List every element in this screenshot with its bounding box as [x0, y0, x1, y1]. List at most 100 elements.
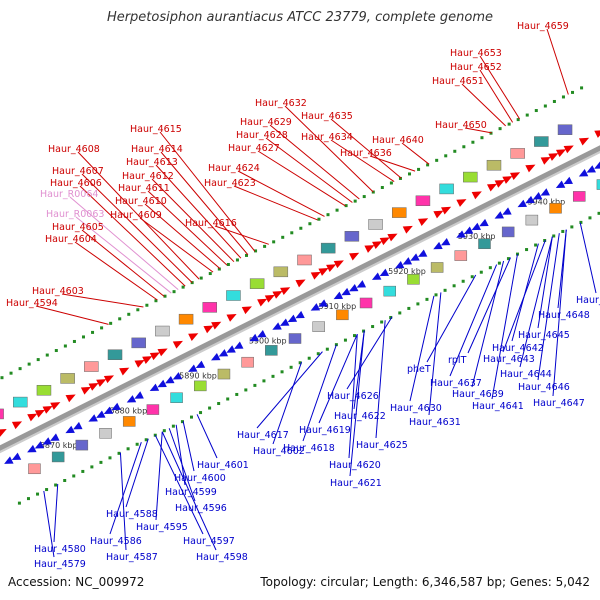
reverse-gene-arrow	[532, 192, 543, 200]
feature-box	[99, 428, 112, 439]
feature-box	[131, 337, 146, 349]
feature-box	[194, 380, 207, 392]
label-leader-line	[53, 483, 59, 543]
genome-summary-text: Topology: circular; Length: 6,346,587 bp…	[260, 575, 590, 589]
reverse-gene-arrow	[440, 238, 451, 246]
feature-box	[249, 278, 265, 289]
gene-label-reverse: Haur_4595	[136, 522, 188, 533]
gene-label-reverse: Haur_4597	[183, 536, 235, 547]
reverse-gene-arrow	[111, 402, 121, 411]
forward-gene-arrow	[42, 405, 53, 414]
forward-gene-arrow	[555, 149, 567, 158]
forward-gene-arrow	[27, 413, 38, 422]
tick-mark	[272, 240, 276, 244]
feature-box	[60, 373, 75, 384]
gene-label-forward: Haur_4611	[118, 183, 170, 194]
feature-box	[407, 274, 420, 285]
reverse-gene-arrow	[410, 253, 420, 261]
gene-label-reverse: Haur_4580	[34, 544, 86, 555]
gene-label-forward: Haur_4605	[52, 222, 104, 233]
reverse-gene-arrow	[586, 165, 596, 173]
label-leader-line	[461, 83, 506, 127]
tick-mark	[362, 329, 366, 333]
label-leader-line	[346, 316, 393, 390]
backbone-shadow	[0, 148, 600, 454]
forward-gene-arrow	[487, 183, 498, 192]
reverse-gene-arrow	[417, 249, 428, 257]
gene-label-reverse: Haur_4587	[106, 552, 158, 563]
tick-mark	[425, 297, 429, 301]
gene-label-reverse: Haur_4642	[492, 343, 544, 354]
forward-gene-arrow	[157, 348, 168, 357]
reverse-gene-arrow	[126, 395, 137, 403]
tick-mark	[217, 402, 221, 406]
label-leader-line	[182, 421, 195, 472]
gene-label-forward: Haur_4650	[435, 120, 487, 131]
feature-box	[28, 463, 41, 475]
gene-label-forward: Haur_4594	[6, 298, 58, 309]
feature-box	[84, 361, 99, 372]
label-leader-line	[196, 414, 218, 459]
tick-mark	[353, 334, 357, 338]
forward-gene-arrow	[433, 210, 444, 219]
gene-label-reverse: pheT	[407, 364, 431, 375]
reverse-gene-arrow	[433, 241, 443, 250]
gene-label-forward: Haur_4635	[301, 111, 353, 122]
reverse-gene-arrow	[195, 360, 206, 369]
scale-label: 5880 kbp	[110, 406, 148, 415]
tick-mark	[54, 483, 58, 487]
label-leader-line	[147, 190, 228, 266]
gene-label-reverse: Haur_4599	[165, 487, 217, 498]
feature-box	[13, 396, 28, 408]
gene-label-reverse: Haur_4620	[329, 460, 381, 471]
tick-mark	[171, 424, 175, 428]
tick-mark	[91, 330, 95, 334]
forward-gene-arrow	[502, 176, 513, 184]
feature-box	[478, 238, 491, 250]
label-leader-line	[471, 260, 505, 388]
feature-box	[439, 183, 454, 195]
reverse-gene-arrow	[11, 452, 22, 460]
forward-gene-arrow	[88, 383, 99, 391]
tick-mark	[36, 358, 40, 362]
label-leader-line	[139, 217, 214, 273]
reverse-gene-arrow	[479, 218, 489, 227]
reverse-gene-arrow	[348, 284, 359, 292]
tick-mark	[452, 284, 456, 288]
tick-mark	[144, 438, 148, 442]
tick-mark	[597, 211, 600, 215]
tick-mark	[163, 294, 167, 298]
tick-mark	[506, 257, 510, 261]
tick-mark	[317, 217, 321, 221]
tick-mark	[398, 311, 402, 315]
label-leader-line	[81, 173, 193, 283]
gene-label-forward: Haur_4632	[255, 98, 307, 109]
reverse-gene-arrow	[494, 211, 505, 219]
tick-mark	[217, 267, 221, 271]
forward-gene-arrow	[188, 333, 199, 341]
feature-box	[265, 345, 278, 356]
tick-mark	[416, 302, 420, 306]
feature-box	[178, 313, 194, 325]
feature-box	[344, 231, 360, 242]
reverse-gene-arrow	[341, 287, 351, 296]
reverse-gene-arrow	[578, 169, 589, 177]
label-leader-line	[109, 442, 142, 535]
feature-box	[525, 214, 539, 226]
gene-label-forward: Haur_4634	[301, 132, 353, 143]
feature-box	[391, 207, 407, 218]
label-leader-line	[537, 233, 560, 381]
reverse-gene-arrow	[73, 421, 83, 430]
reverse-gene-arrow	[218, 349, 229, 357]
feature-box	[320, 242, 336, 254]
forward-gene-arrow	[257, 298, 268, 307]
label-leader-line	[74, 241, 158, 301]
gene-label-forward: Haur_4629	[240, 117, 292, 128]
reverse-gene-arrow	[211, 352, 221, 361]
label-leader-line	[284, 105, 374, 193]
tick-mark	[561, 229, 565, 233]
forward-gene-arrow	[119, 367, 130, 376]
label-leader-line	[272, 361, 303, 445]
feature-box	[273, 266, 289, 278]
label-leader-line	[175, 424, 186, 486]
